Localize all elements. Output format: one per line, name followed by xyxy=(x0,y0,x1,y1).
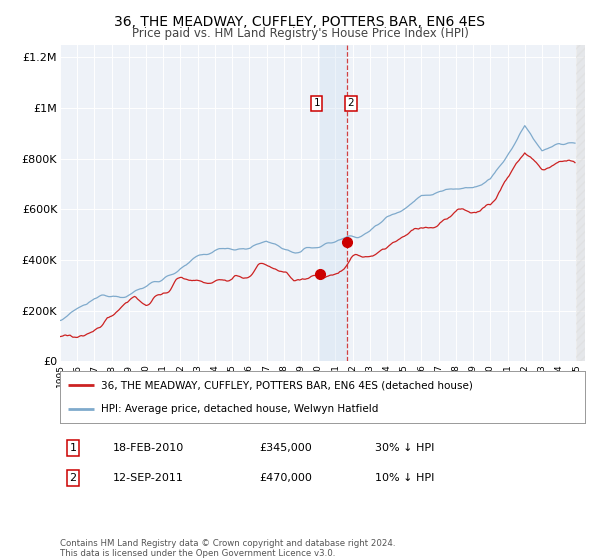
Text: 2: 2 xyxy=(70,473,77,483)
Text: 2: 2 xyxy=(347,99,354,108)
Text: 10% ↓ HPI: 10% ↓ HPI xyxy=(375,473,434,483)
Text: 1: 1 xyxy=(314,99,320,108)
Text: 30% ↓ HPI: 30% ↓ HPI xyxy=(375,443,434,453)
Text: Contains HM Land Registry data © Crown copyright and database right 2024.
This d: Contains HM Land Registry data © Crown c… xyxy=(60,539,395,558)
Text: HPI: Average price, detached house, Welwyn Hatfield: HPI: Average price, detached house, Welw… xyxy=(101,404,379,414)
Bar xyxy=(320,45,347,361)
Text: 12-SEP-2011: 12-SEP-2011 xyxy=(113,473,184,483)
Bar xyxy=(577,45,585,361)
Text: £345,000: £345,000 xyxy=(260,443,312,453)
Text: 1: 1 xyxy=(70,443,77,453)
Text: Price paid vs. HM Land Registry's House Price Index (HPI): Price paid vs. HM Land Registry's House … xyxy=(131,27,469,40)
Text: 36, THE MEADWAY, CUFFLEY, POTTERS BAR, EN6 4ES (detached house): 36, THE MEADWAY, CUFFLEY, POTTERS BAR, E… xyxy=(101,380,473,390)
Text: £470,000: £470,000 xyxy=(260,473,313,483)
Text: 36, THE MEADWAY, CUFFLEY, POTTERS BAR, EN6 4ES: 36, THE MEADWAY, CUFFLEY, POTTERS BAR, E… xyxy=(115,15,485,29)
Text: 18-FEB-2010: 18-FEB-2010 xyxy=(113,443,184,453)
